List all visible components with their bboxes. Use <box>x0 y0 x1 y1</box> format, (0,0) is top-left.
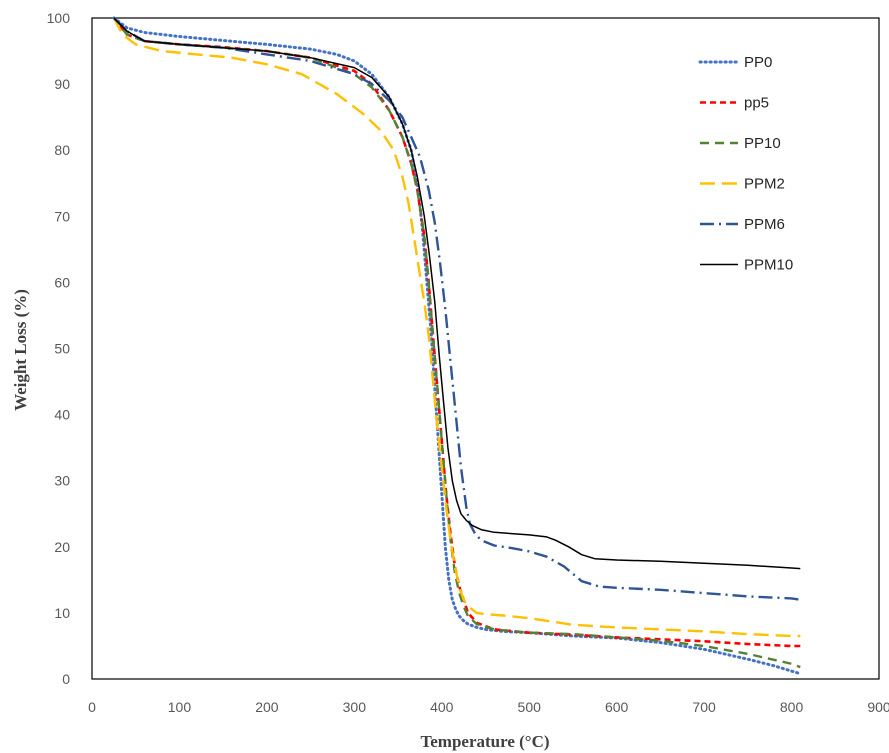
y-axis-title: Weight Loss (%) <box>11 289 30 411</box>
legend-label: PPM2 <box>744 176 785 193</box>
series-line-ppm10 <box>113 17 801 570</box>
series-layer <box>112 16 802 676</box>
y-tick-label: 0 <box>62 671 70 687</box>
legend-label: pp5 <box>744 95 769 112</box>
y-tick-label: 30 <box>54 473 70 489</box>
x-tick-label: 600 <box>605 699 629 715</box>
x-tick-label: 900 <box>867 699 889 715</box>
x-axis: 0 100 200 300 400 500 600 700 800 900 <box>88 699 889 715</box>
y-tick-label: 10 <box>54 605 70 621</box>
legend-label: PPM10 <box>744 257 793 274</box>
series-line-ppm2 <box>112 17 801 638</box>
y-axis: 0 10 20 30 40 50 60 70 80 90 100 <box>47 10 71 687</box>
y-tick-label: 70 <box>54 208 70 224</box>
legend-label: PP10 <box>744 135 781 152</box>
x-tick-label: 400 <box>430 699 454 715</box>
plot-area <box>91 17 880 680</box>
x-tick-label: 800 <box>780 699 804 715</box>
y-tick-label: 40 <box>54 407 70 423</box>
legend-label: PP0 <box>744 54 772 71</box>
x-tick-label: 500 <box>518 699 542 715</box>
legend: PP0 pp5 PP10 PPM2 PPM6 PPM10 <box>698 54 793 274</box>
y-tick-label: 100 <box>47 10 71 26</box>
y-tick-label: 90 <box>54 76 70 92</box>
x-tick-label: 100 <box>168 699 192 715</box>
series-line-pp0 <box>112 16 802 676</box>
x-tick-label: 200 <box>255 699 279 715</box>
y-tick-label: 60 <box>54 274 70 290</box>
x-tick-label: 700 <box>692 699 716 715</box>
y-tick-label: 80 <box>54 142 70 158</box>
x-tick-label: 300 <box>343 699 367 715</box>
y-tick-label: 20 <box>54 539 70 555</box>
x-tick-label: 0 <box>88 699 96 715</box>
x-axis-title: Temperature (°C) <box>420 732 549 751</box>
legend-label: PPM6 <box>744 216 785 233</box>
y-tick-label: 50 <box>54 341 70 357</box>
